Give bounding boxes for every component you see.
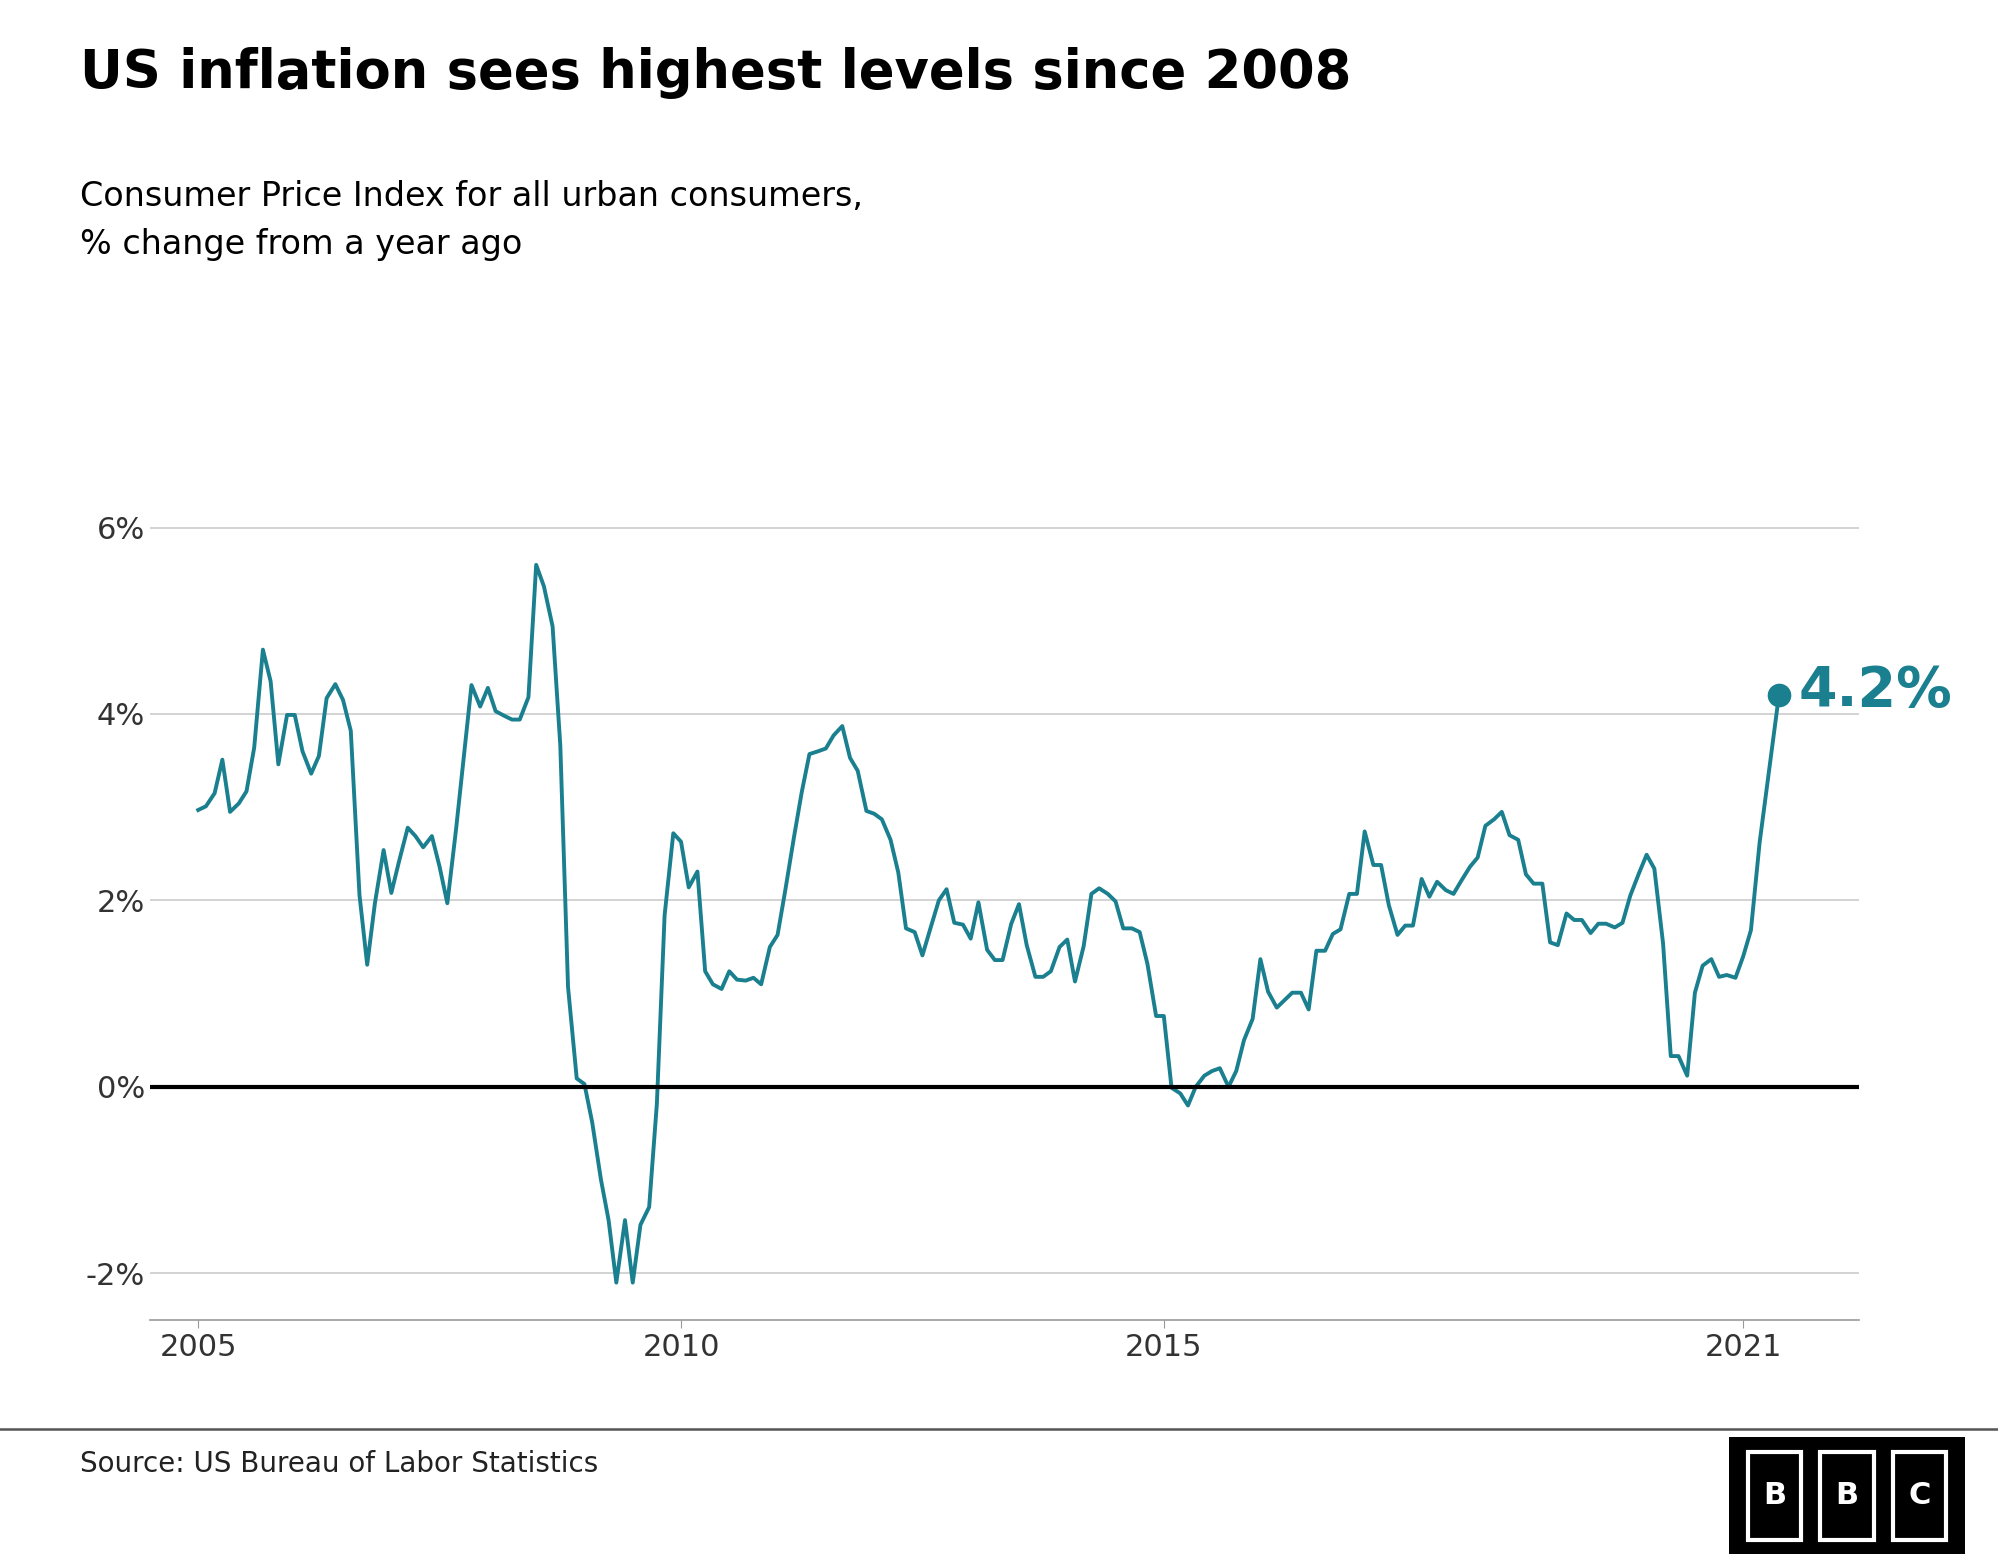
Text: US inflation sees highest levels since 2008: US inflation sees highest levels since 2… xyxy=(80,47,1351,98)
Text: C: C xyxy=(1908,1481,1930,1510)
Bar xyxy=(1820,1451,1872,1540)
Text: B: B xyxy=(1762,1481,1786,1510)
Text: Source: US Bureau of Labor Statistics: Source: US Bureau of Labor Statistics xyxy=(80,1450,597,1478)
Text: B: B xyxy=(1834,1481,1858,1510)
Bar xyxy=(1892,1451,1946,1540)
Text: Consumer Price Index for all urban consumers,
% change from a year ago: Consumer Price Index for all urban consu… xyxy=(80,180,863,261)
Text: 4.2%: 4.2% xyxy=(1798,664,1950,717)
Bar xyxy=(1746,1451,1800,1540)
